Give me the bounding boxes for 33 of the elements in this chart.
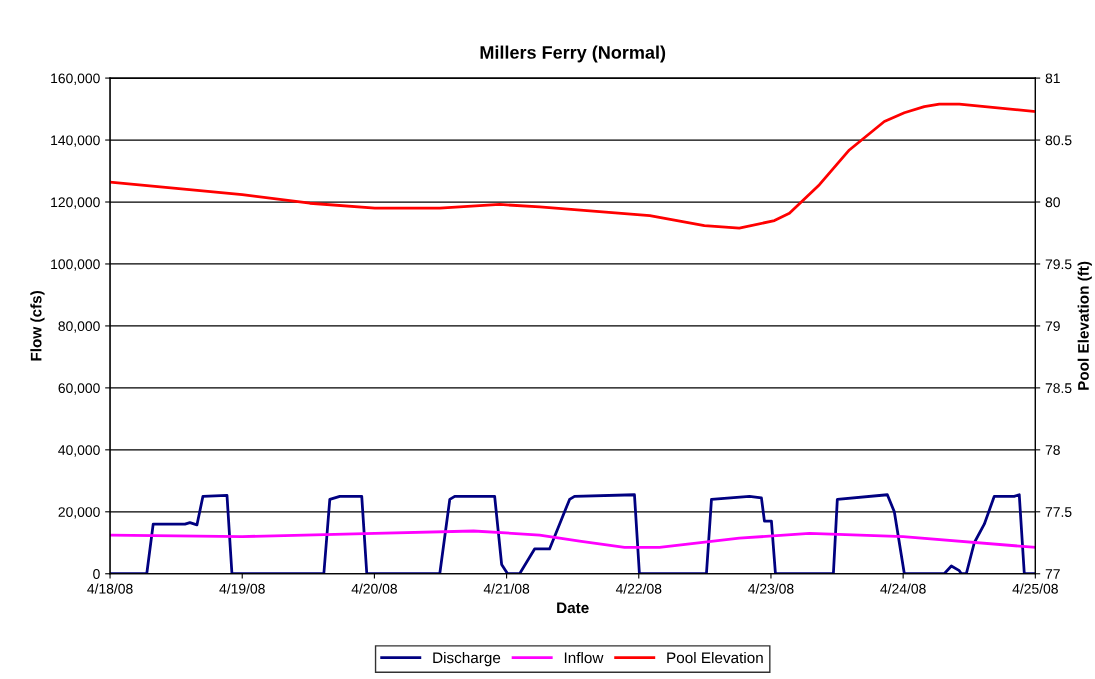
y-tick-label: 80,000 (58, 321, 100, 333)
y2-tick-label: 77.5 (1045, 507, 1072, 517)
legend-label: Discharge (433, 651, 501, 667)
y-tick-label: 40,000 (58, 445, 100, 457)
x-tick-label: 4/19/08 (219, 583, 265, 594)
y-tick-label: 140,000 (51, 135, 100, 147)
y2-tick-label: 81 (1045, 73, 1060, 84)
x-tick-label: 4/25/08 (1012, 583, 1058, 594)
x-tick-label: 4/20/08 (351, 583, 397, 594)
y2-tick-label: 78.5 (1045, 383, 1072, 394)
x-tick-label: 4/18/08 (87, 583, 133, 594)
legend-label: Pool Elevation (667, 651, 763, 664)
y2-axis-title: Pool Elevation (ft) (1077, 261, 1092, 390)
y-tick-label: 100,000 (51, 259, 100, 271)
y2-tick-label: 77 (1045, 569, 1060, 579)
y-tick-label: 60,000 (58, 383, 100, 395)
chart-title: Millers Ferry (Normal) (480, 45, 666, 63)
y-tick-label: 0 (93, 569, 100, 579)
x-tick-label: 4/23/08 (748, 583, 794, 594)
y2-tick-label: 80.5 (1045, 135, 1072, 146)
y2-tick-label: 79 (1045, 321, 1060, 332)
x-tick-label: 4/24/08 (880, 583, 926, 594)
y-tick-label: 160,000 (51, 73, 100, 85)
y-tick-label: 20,000 (58, 507, 100, 519)
x-axis-title: Date (557, 602, 589, 614)
y-tick-label: 120,000 (51, 197, 100, 209)
x-tick-label: 4/22/08 (615, 583, 662, 594)
y2-tick-label: 78 (1045, 445, 1060, 456)
y-axis-title: Flow (cfs) (30, 291, 45, 361)
y2-tick-label: 79.5 (1045, 259, 1072, 270)
x-tick-label: 4/21/08 (483, 583, 530, 594)
legend-label: Inflow (564, 651, 604, 664)
y2-tick-label: 80 (1045, 197, 1060, 208)
